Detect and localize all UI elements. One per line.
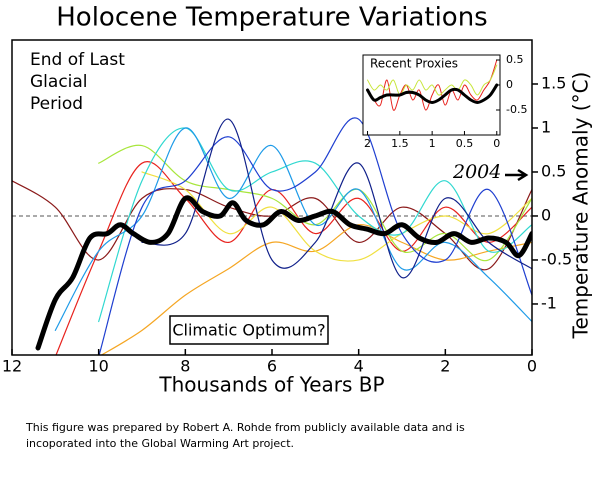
y-axis-label: Temperature Anomaly (°C): [569, 72, 593, 340]
series-line: [12, 180, 532, 271]
caption: incoporated into the Global Warming Art …: [26, 437, 294, 450]
annotation: Period: [30, 94, 83, 114]
y-tick-label: 1: [541, 117, 551, 136]
annotation: Climatic Optimum?: [172, 321, 325, 340]
annotation-box: [169, 315, 329, 345]
series-line: [366, 83, 499, 104]
y-tick-label: 0.5: [541, 161, 566, 180]
y-tick-label: 0: [541, 205, 551, 224]
series-line: [98, 117, 532, 355]
y-tick-label: 1.5: [541, 73, 566, 92]
series-line: [367, 59, 498, 111]
inset-x-tick-label: 2: [364, 137, 371, 150]
chart-title: Holocene Temperature Variations: [56, 3, 487, 33]
annotation: End of Last: [30, 50, 125, 70]
x-tick-label: 10: [88, 357, 108, 376]
x-tick-label: 0: [527, 357, 537, 376]
y-tick-label: -0.5: [541, 249, 572, 268]
inset-y-tick-label: 0.5: [506, 53, 524, 66]
series-line: [54, 127, 532, 331]
series-line: [35, 195, 532, 351]
x-tick-label: 12: [2, 357, 22, 376]
inset-lines: [366, 59, 499, 111]
inset-x-tick-label: 1.5: [391, 137, 409, 150]
series-line: [367, 64, 498, 96]
x-tick-label: 2: [440, 357, 450, 376]
x-tick-label: 6: [267, 357, 277, 376]
annotation: Glacial: [30, 72, 88, 92]
arrow: [505, 168, 529, 182]
series-line: [98, 127, 532, 323]
series-line: [55, 161, 532, 355]
inset-y-tick-label: 0: [506, 78, 513, 91]
plot-lines: [12, 117, 532, 355]
x-tick-label: 4: [354, 357, 364, 376]
caption: This figure was prepared by Robert A. Ro…: [25, 421, 465, 434]
inset-x-tick-label: 0: [493, 137, 500, 150]
annotation: 2004: [452, 161, 501, 183]
inset-title: Recent Proxies: [370, 57, 458, 71]
y-tick-label: -1: [541, 293, 557, 312]
inset-x-tick-label: 0.5: [456, 137, 474, 150]
x-tick-label: 8: [180, 357, 190, 376]
series-line: [141, 118, 532, 279]
inset-y-tick-label: -0.5: [506, 103, 527, 116]
x-axis-label: Thousands of Years BP: [158, 373, 384, 397]
series-line: [98, 144, 532, 262]
inset-x-tick-label: 1: [429, 137, 436, 150]
